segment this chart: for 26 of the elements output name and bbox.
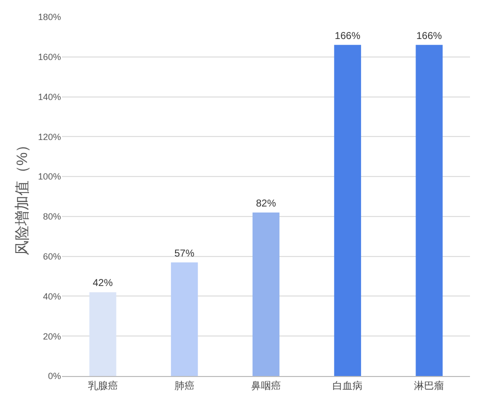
- y-tick-label: 20%: [42, 331, 61, 342]
- y-tick-label: 80%: [42, 212, 61, 222]
- y-tick-label: 40%: [42, 291, 61, 302]
- data-label: 57%: [174, 248, 194, 260]
- bar: [89, 292, 116, 376]
- x-tick-label: 鼻咽癌: [251, 380, 281, 392]
- data-label: 166%: [334, 30, 360, 42]
- bar: [170, 262, 198, 376]
- x-tick-label: 肺癌: [174, 380, 194, 392]
- y-axis-title: 风险增加值（%）: [14, 137, 32, 256]
- y-tick-label: 180%: [38, 12, 61, 22]
- y-tick-label: 160%: [38, 52, 61, 62]
- bar: [416, 44, 443, 376]
- data-label: 82%: [256, 198, 276, 210]
- data-label: 42%: [92, 278, 113, 290]
- y-tick-label: 140%: [38, 92, 61, 102]
- bar: [252, 212, 280, 376]
- y-tick-label: 60%: [42, 251, 61, 262]
- x-tick-label: 乳腺癌: [88, 380, 118, 392]
- x-tick-label: 白血病: [332, 380, 363, 392]
- y-tick-label: 0%: [48, 371, 61, 382]
- y-tick-label: 120%: [38, 132, 61, 142]
- x-tick-label: 淋巴瘤: [414, 380, 444, 392]
- y-tick-label: 100%: [38, 172, 61, 182]
- data-label: 166%: [416, 30, 442, 42]
- bar: [334, 44, 362, 376]
